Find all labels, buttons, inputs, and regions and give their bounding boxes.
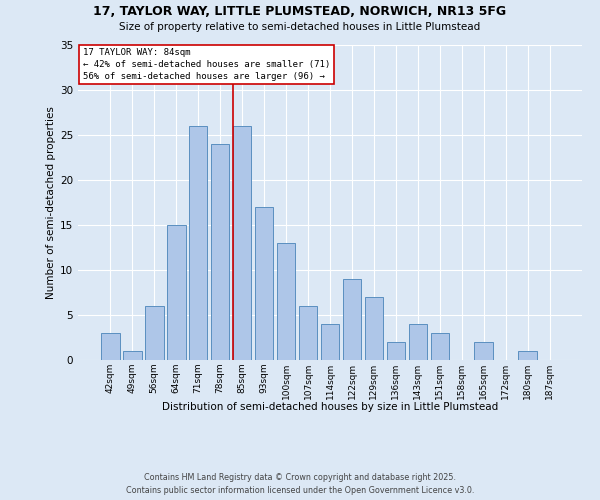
Bar (475, 342, 493, 360)
Bar (518, 351, 537, 360)
Text: Contains HM Land Registry data © Crown copyright and database right 2025.
Contai: Contains HM Land Registry data © Crown c… (126, 474, 474, 495)
Bar (167, 225, 185, 360)
Bar (145, 306, 164, 360)
Bar (211, 144, 229, 360)
Bar (320, 324, 340, 360)
Text: 17 TAYLOR WAY: 84sqm
← 42% of semi-detached houses are smaller (71)
56% of semi-: 17 TAYLOR WAY: 84sqm ← 42% of semi-detac… (83, 48, 330, 80)
Bar (255, 207, 274, 360)
Bar (101, 333, 119, 360)
Bar (189, 126, 208, 360)
Y-axis label: Number of semi-detached properties: Number of semi-detached properties (46, 106, 56, 299)
Bar (365, 297, 383, 360)
Bar (409, 324, 427, 360)
Bar (431, 333, 449, 360)
Text: Size of property relative to semi-detached houses in Little Plumstead: Size of property relative to semi-detach… (119, 22, 481, 32)
Text: 17, TAYLOR WAY, LITTLE PLUMSTEAD, NORWICH, NR13 5FG: 17, TAYLOR WAY, LITTLE PLUMSTEAD, NORWIC… (94, 5, 506, 18)
Bar (233, 126, 251, 360)
Bar (343, 279, 361, 360)
Bar (277, 243, 295, 360)
Bar (299, 306, 317, 360)
Bar (123, 351, 142, 360)
X-axis label: Distribution of semi-detached houses by size in Little Plumstead: Distribution of semi-detached houses by … (162, 402, 498, 412)
Bar (386, 342, 405, 360)
